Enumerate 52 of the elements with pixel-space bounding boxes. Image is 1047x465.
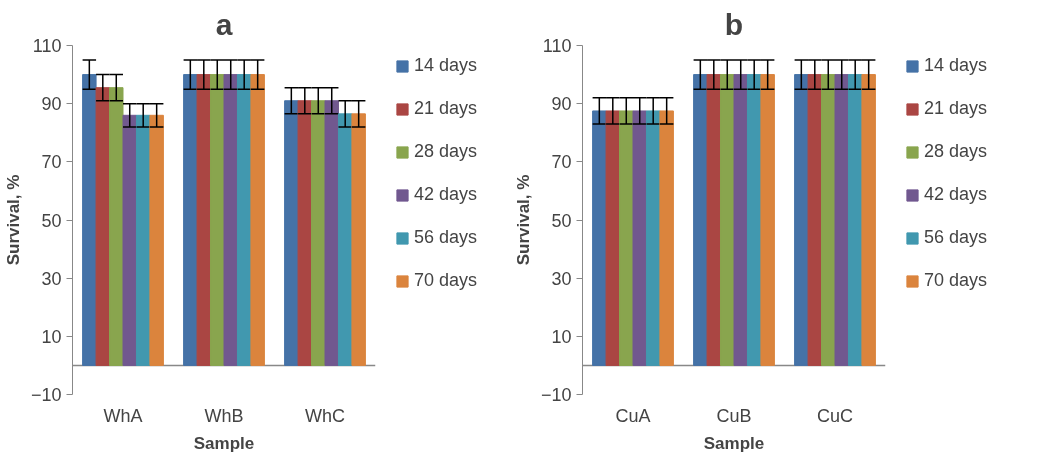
bar — [95, 87, 111, 366]
legend-label: 56 days — [414, 227, 478, 248]
bar — [135, 114, 151, 366]
bar — [337, 113, 353, 366]
legend-label: 70 days — [924, 270, 988, 291]
y-tick-label: 30 — [41, 268, 62, 289]
y-tick-label: −10 — [30, 385, 62, 405]
y-tick-label: −10 — [540, 385, 572, 405]
legend-label: 28 days — [414, 141, 478, 162]
y-tick-label: 110 — [32, 36, 62, 56]
y-tick-label: 50 — [41, 210, 62, 231]
legend-label: 42 days — [924, 184, 988, 205]
bar — [351, 113, 366, 366]
bar — [196, 74, 212, 366]
legend-label: 56 days — [924, 227, 988, 248]
legend-label: 14 days — [924, 55, 988, 76]
bar — [109, 87, 124, 366]
bar — [324, 100, 339, 366]
y-tick-label: 90 — [41, 94, 62, 115]
bar — [236, 74, 252, 366]
y-axis-title: Survival, % — [3, 174, 23, 266]
y-tick-label: 70 — [41, 152, 62, 173]
x-tick-label: CuB — [716, 405, 752, 426]
bar — [223, 74, 238, 366]
y-tick-label: 50 — [551, 210, 572, 231]
y-tick-label: 90 — [551, 94, 572, 115]
x-axis-title: Sample — [193, 433, 255, 453]
legend-label: 21 days — [924, 98, 988, 119]
x-tick-label: CuA — [615, 405, 651, 426]
y-tick-label: 70 — [551, 152, 572, 173]
y-tick-label: 10 — [41, 326, 62, 347]
y-tick-label: 10 — [551, 326, 572, 347]
x-tick-label: WhB — [204, 405, 244, 426]
bar — [82, 74, 97, 366]
chart-title: b — [724, 7, 744, 41]
x-tick-label: WhA — [103, 405, 143, 426]
y-tick-label: 110 — [542, 36, 572, 56]
legend-label: 28 days — [924, 141, 988, 162]
legend-label: 70 days — [414, 270, 478, 291]
legend-label: 42 days — [414, 184, 478, 205]
bar — [297, 100, 313, 366]
bar — [149, 114, 164, 366]
x-axis-title: Sample — [703, 433, 765, 453]
x-tick-label: CuC — [817, 405, 854, 426]
y-tick-label: 30 — [551, 268, 572, 289]
bar — [250, 74, 265, 366]
chart-title: a — [215, 7, 233, 41]
legend-label: 21 days — [414, 98, 478, 119]
bar — [122, 114, 137, 366]
x-tick-label: WhC — [305, 405, 345, 426]
y-axis-title: Survival, % — [513, 174, 533, 266]
legend-label: 14 days — [414, 55, 478, 76]
